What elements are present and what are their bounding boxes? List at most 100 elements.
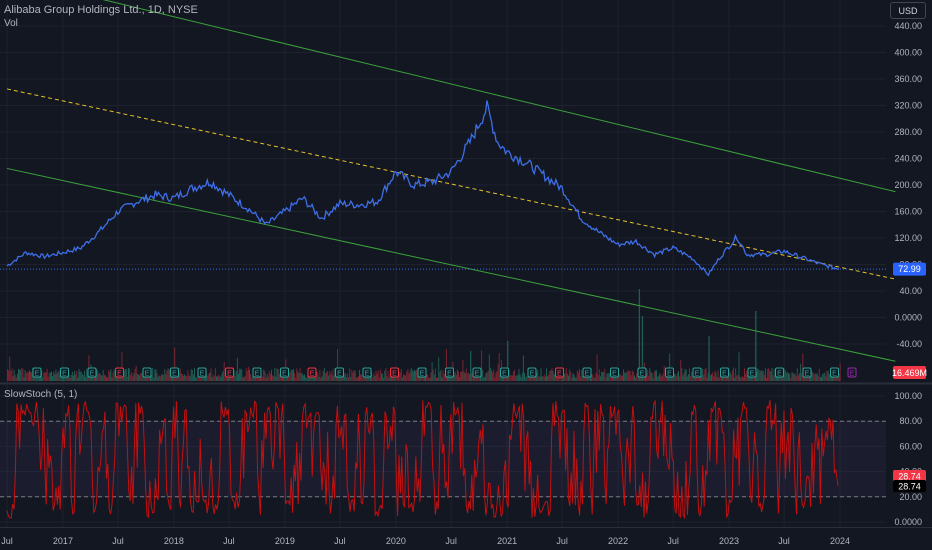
trendline-1[interactable]: [7, 0, 896, 193]
volume-bar: [103, 374, 105, 381]
earnings-marker[interactable]: E: [775, 367, 784, 378]
volume-bar: [747, 374, 749, 381]
earnings-marker[interactable]: E: [170, 367, 179, 378]
volume-bar: [181, 374, 183, 381]
earnings-marker[interactable]: E: [445, 367, 454, 378]
volume-bar: [592, 374, 594, 381]
volume-bar: [184, 374, 186, 381]
earnings-marker[interactable]: E: [32, 367, 42, 378]
svg-text:E: E: [365, 371, 370, 378]
symbol-title[interactable]: Alibaba Group Holdings Ltd., 1D, NYSE: [4, 4, 198, 16]
volume-bar: [440, 370, 442, 381]
volume-bar: [20, 370, 22, 381]
earnings-marker[interactable]: E: [830, 367, 839, 378]
volume-bar: [345, 377, 347, 381]
volume-bar: [400, 368, 402, 381]
earnings-marker[interactable]: E: [527, 367, 537, 378]
volume-bar: [212, 374, 214, 381]
volume-bar: [838, 373, 840, 381]
price-series-line: [6, 100, 840, 277]
volume-bar: [261, 376, 263, 381]
volume-bar: [502, 375, 503, 381]
volume-bar: [825, 376, 827, 381]
svg-text:E: E: [722, 371, 727, 378]
volume-bar: [511, 375, 513, 381]
volume-bar: [195, 377, 197, 381]
currency-button[interactable]: USD: [890, 2, 926, 19]
volume-bar: [409, 371, 411, 381]
earnings-marker[interactable]: E: [692, 367, 702, 378]
earnings-marker[interactable]: E: [500, 367, 509, 378]
earnings-marker[interactable]: E: [87, 367, 97, 378]
volume-bar: [169, 376, 171, 381]
earnings-marker[interactable]: E: [472, 367, 482, 378]
earnings-marker[interactable]: E: [280, 367, 289, 378]
stochastic-line: [6, 399, 839, 520]
earnings-marker[interactable]: E: [637, 367, 647, 378]
trendlines[interactable]: [6, 0, 896, 362]
earnings-marker[interactable]: E: [610, 367, 619, 378]
earnings-marker[interactable]: E: [115, 367, 124, 378]
volume-legend[interactable]: Vol: [4, 18, 18, 29]
volume-bar: [598, 369, 600, 381]
earnings-marker[interactable]: E: [720, 367, 729, 378]
volume-bar: [174, 347, 176, 381]
price-tick-label: 0.0000: [894, 313, 922, 323]
volume-bar: [507, 341, 509, 381]
volume-bar: [821, 376, 822, 381]
earnings-marker[interactable]: E: [225, 367, 234, 378]
volume-bar: [102, 370, 104, 381]
earnings-marker[interactable]: E: [747, 367, 757, 378]
volume-bar: [801, 373, 803, 381]
volume-bar: [63, 375, 65, 381]
volume-bar: [796, 368, 798, 381]
volume-bar: [623, 369, 624, 381]
volume-bar: [256, 376, 258, 381]
stochastic-legend[interactable]: SlowStoch (5, 1): [4, 389, 78, 400]
volume-bar: [591, 374, 593, 381]
volume-bar: [233, 370, 235, 381]
volume-bar: [478, 377, 480, 381]
earnings-marker[interactable]: E: [802, 367, 812, 378]
volume-bar: [434, 368, 436, 381]
earnings-marker[interactable]: E: [390, 367, 399, 378]
upcoming-earnings-marker[interactable]: E: [847, 367, 857, 378]
earnings-marker[interactable]: E: [362, 367, 372, 378]
volume-bar: [251, 377, 253, 381]
earnings-marker[interactable]: E: [142, 367, 152, 378]
price-tick-label: 280.00: [894, 127, 922, 137]
volume-bar: [271, 369, 272, 381]
trendline-2[interactable]: [6, 88, 896, 280]
volume-bar: [87, 372, 89, 381]
volume-bar: [26, 371, 28, 381]
volume-bar: [733, 367, 734, 381]
volume-bar: [709, 375, 711, 381]
earnings-marker[interactable]: E: [197, 367, 207, 378]
earnings-marker[interactable]: E: [307, 367, 317, 378]
volume-bar: [375, 371, 377, 381]
trendline-3[interactable]: [6, 167, 896, 362]
svg-text:E: E: [200, 371, 205, 378]
volume-bar: [786, 371, 788, 381]
earnings-marker[interactable]: E: [665, 367, 674, 378]
earnings-marker[interactable]: E: [582, 367, 592, 378]
earnings-marker[interactable]: E: [555, 367, 564, 378]
time-axis[interactable]: [0, 527, 932, 550]
earnings-marker[interactable]: E: [417, 367, 427, 378]
stochastic-tick-label: 60.00: [899, 441, 922, 451]
volume-bar: [827, 371, 829, 381]
earnings-marker[interactable]: E: [252, 367, 262, 378]
volume-bar: [673, 373, 675, 381]
volume-bar: [153, 377, 155, 381]
earnings-marker[interactable]: E: [335, 367, 344, 378]
volume-bar: [80, 371, 82, 381]
volume-bar: [522, 355, 524, 381]
volume-bar: [73, 375, 74, 381]
earnings-marker[interactable]: E: [60, 367, 69, 378]
volume-bar: [555, 376, 557, 381]
volume-bar: [187, 370, 189, 381]
volume-bar: [815, 374, 817, 381]
volume-bar: [388, 377, 390, 381]
